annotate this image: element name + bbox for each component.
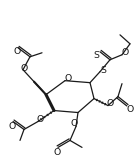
Text: O: O xyxy=(121,48,129,57)
Text: O: O xyxy=(20,64,28,73)
Text: O: O xyxy=(53,148,61,157)
Text: S: S xyxy=(93,51,99,60)
Text: O: O xyxy=(36,115,44,124)
Text: O: O xyxy=(8,122,16,131)
Text: S: S xyxy=(100,66,106,75)
Text: O: O xyxy=(106,99,114,108)
Text: O: O xyxy=(13,47,21,56)
Text: O: O xyxy=(126,105,134,114)
Text: O: O xyxy=(70,119,78,128)
Text: O: O xyxy=(64,74,72,83)
